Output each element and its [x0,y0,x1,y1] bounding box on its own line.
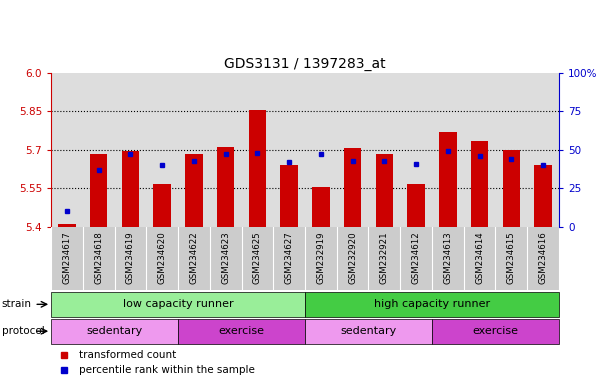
Text: GSM234622: GSM234622 [189,232,198,285]
Text: GSM234612: GSM234612 [412,232,421,285]
Bar [471,141,488,227]
Bar [534,165,552,227]
Text: sedentary: sedentary [340,326,397,336]
Text: GSM234617: GSM234617 [63,232,72,285]
Bar [344,149,361,227]
Text: exercise: exercise [472,326,519,336]
Bar [122,151,139,227]
Text: GSM234613: GSM234613 [444,232,453,285]
Text: GSM234616: GSM234616 [538,232,548,285]
Text: GSM234618: GSM234618 [94,232,103,285]
Text: GSM234627: GSM234627 [285,232,294,285]
Text: GSM232921: GSM232921 [380,232,389,284]
Bar [51,319,178,344]
Text: GSM234625: GSM234625 [253,232,262,285]
Title: GDS3131 / 1397283_at: GDS3131 / 1397283_at [224,56,386,71]
Bar [51,292,305,317]
Text: GSM234615: GSM234615 [507,232,516,285]
Bar [407,184,425,227]
Text: GSM234619: GSM234619 [126,232,135,284]
Bar [185,154,203,227]
Bar [249,110,266,227]
Bar [502,150,520,227]
Bar [305,319,432,344]
Bar [178,319,305,344]
Bar [305,292,559,317]
Text: high capacity runner: high capacity runner [374,299,490,310]
Text: protocol: protocol [2,326,44,336]
Bar [153,184,171,227]
Text: strain: strain [2,299,32,310]
Text: transformed count: transformed count [79,350,176,360]
Bar [90,154,108,227]
Bar [217,147,234,227]
Text: GSM234620: GSM234620 [157,232,166,285]
Text: GSM234623: GSM234623 [221,232,230,285]
Bar [312,187,329,227]
Text: low capacity runner: low capacity runner [123,299,233,310]
Bar [58,224,76,227]
Text: sedentary: sedentary [87,326,142,336]
Text: exercise: exercise [219,326,264,336]
Text: GSM234614: GSM234614 [475,232,484,285]
Bar [439,132,457,227]
Text: GSM232919: GSM232919 [316,232,325,284]
Text: GSM232920: GSM232920 [348,232,357,284]
Bar [376,154,393,227]
Text: percentile rank within the sample: percentile rank within the sample [79,365,255,375]
Bar [281,165,298,227]
Bar [432,319,559,344]
